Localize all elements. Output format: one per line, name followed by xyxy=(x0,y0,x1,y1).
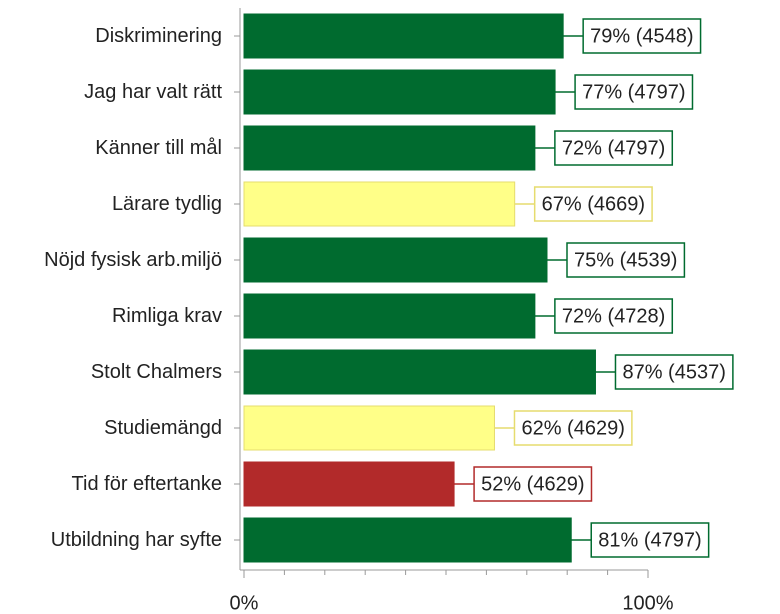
category-label: Jag har valt rätt xyxy=(84,80,222,103)
value-label-box xyxy=(614,354,734,390)
bar xyxy=(243,461,455,507)
bar xyxy=(243,405,495,451)
value-label: 62% (4629) xyxy=(521,417,624,439)
value-label-box xyxy=(590,522,710,558)
value-label-box xyxy=(473,466,593,502)
bar xyxy=(243,517,572,563)
value-label: 52% (4629) xyxy=(481,473,584,495)
value-label-box xyxy=(566,242,686,278)
value-label: 81% (4797) xyxy=(598,529,701,551)
bar xyxy=(243,13,564,59)
value-label: 77% (4797) xyxy=(582,81,685,103)
category-label: Nöjd fysisk arb.miljö xyxy=(44,248,222,271)
bar xyxy=(243,181,516,227)
value-label: 75% (4539) xyxy=(574,249,677,271)
category-label: Utbildning har syfte xyxy=(50,528,222,551)
value-label: 72% (4728) xyxy=(562,305,665,327)
value-label: 67% (4669) xyxy=(542,193,645,215)
value-label-box xyxy=(554,130,674,166)
x-tick-label: 0% xyxy=(230,592,259,614)
value-label: 72% (4797) xyxy=(562,137,665,159)
category-label: Stolt Chalmers xyxy=(90,360,222,383)
x-tick-label: 100% xyxy=(622,592,673,614)
value-label-box xyxy=(574,74,694,110)
bar xyxy=(243,349,596,395)
value-label: 87% (4537) xyxy=(622,361,725,383)
bar xyxy=(243,237,548,283)
bar xyxy=(243,69,556,115)
category-label: Rimliga krav xyxy=(111,304,222,327)
bar xyxy=(243,125,536,171)
category-label: Lärare tydlig xyxy=(111,192,222,215)
bar xyxy=(243,293,536,339)
value-label-box xyxy=(533,186,653,222)
category-label: Känner till mål xyxy=(95,136,222,159)
value-label: 79% (4548) xyxy=(590,25,693,47)
value-label-box xyxy=(582,18,702,54)
category-label: Studiemängd xyxy=(104,416,222,439)
value-label-box xyxy=(554,298,674,334)
category-label: Diskriminering xyxy=(95,24,222,47)
value-label-box xyxy=(513,410,633,446)
category-label: Tid för eftertanke xyxy=(71,472,222,495)
